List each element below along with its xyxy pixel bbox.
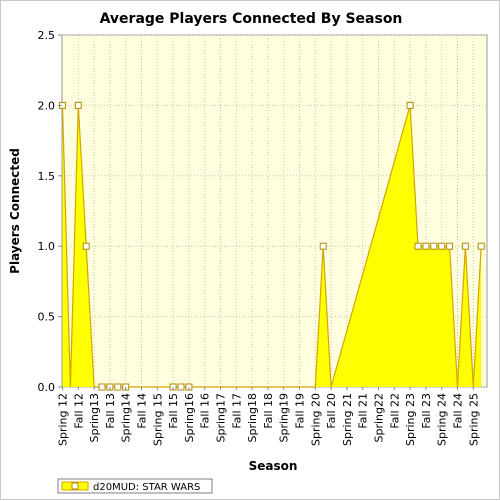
x-tick-label: Spring 12 xyxy=(57,393,70,446)
data-point xyxy=(319,242,327,250)
x-tick-label: Spring 21 xyxy=(341,393,354,446)
x-tick-label: Spring19 xyxy=(278,393,291,443)
x-tick-label: Fall 22 xyxy=(388,393,401,429)
x-tick-label: Spring13 xyxy=(88,393,101,443)
x-tick-label: Fall 21 xyxy=(357,393,370,429)
y-tick-label: 0.5 xyxy=(38,311,56,324)
legend-swatch-icon xyxy=(61,481,89,491)
data-point xyxy=(477,242,485,250)
x-tick-label: Fall 23 xyxy=(420,393,433,429)
x-tick-label: Spring18 xyxy=(246,393,259,443)
y-axis: 0.0 0.5 1.0 1.5 2.0 2.5 xyxy=(38,29,62,394)
series-area xyxy=(62,105,482,388)
data-point xyxy=(177,383,185,391)
y-tick-label: 2.0 xyxy=(38,99,56,112)
data-point xyxy=(82,242,90,250)
legend-swatch-marker xyxy=(71,482,79,490)
x-tick-label: Fall 15 xyxy=(167,393,180,429)
data-point xyxy=(461,242,469,250)
x-tick-label: Fall 16 xyxy=(199,393,212,429)
data-point xyxy=(422,242,430,250)
data-point xyxy=(446,242,454,250)
data-point xyxy=(98,383,106,391)
x-tick-label: Spring16 xyxy=(183,393,196,443)
x-tick-label: Spring 23 xyxy=(404,393,417,446)
legend: d20MUD: STAR WARS xyxy=(57,478,213,494)
x-axis-title: Season xyxy=(249,459,298,473)
data-point xyxy=(414,242,422,250)
x-tick-label: Fall 17 xyxy=(230,393,243,429)
x-tick-label: Spring 24 xyxy=(436,393,449,446)
data-point xyxy=(114,383,122,391)
y-axis-title: Players Connected xyxy=(8,148,22,274)
y-tick-label: 1.0 xyxy=(38,240,56,253)
x-tick-label: Fall 20 xyxy=(325,393,338,429)
data-point xyxy=(430,242,438,250)
x-tick-label: Fall 13 xyxy=(104,393,117,429)
x-tick-label: Fall 24 xyxy=(452,393,465,429)
data-point xyxy=(74,101,82,109)
data-point xyxy=(438,242,446,250)
legend-box xyxy=(57,478,213,494)
x-tick-label: Spring22 xyxy=(373,393,386,443)
x-tick-label: Spring 20 xyxy=(309,393,322,446)
x-axis: Spring 12 Fall 12 Spring13 Fall 13 Spring14 F… xyxy=(57,387,480,446)
x-tick-label: Fall 12 xyxy=(72,393,85,429)
x-tick-label: Spring 25 xyxy=(467,393,480,446)
data-point xyxy=(406,101,414,109)
y-tick-label: 0.0 xyxy=(38,381,56,394)
x-tick-label: Spring14 xyxy=(120,393,133,443)
y-tick-label: 2.5 xyxy=(38,29,56,42)
x-tick-label: Fall 18 xyxy=(262,393,275,429)
x-tick-label: Spring17 xyxy=(215,393,228,443)
legend-label: d20MUD: STAR WARS xyxy=(93,482,200,493)
chart-title: Average Players Connected By Season xyxy=(100,11,403,27)
x-tick-label: Fall 19 xyxy=(294,393,307,429)
y-tick-label: 1.5 xyxy=(38,170,56,183)
x-tick-label: Spring 15 xyxy=(151,393,164,446)
x-tick-label: Fall 14 xyxy=(136,393,149,429)
